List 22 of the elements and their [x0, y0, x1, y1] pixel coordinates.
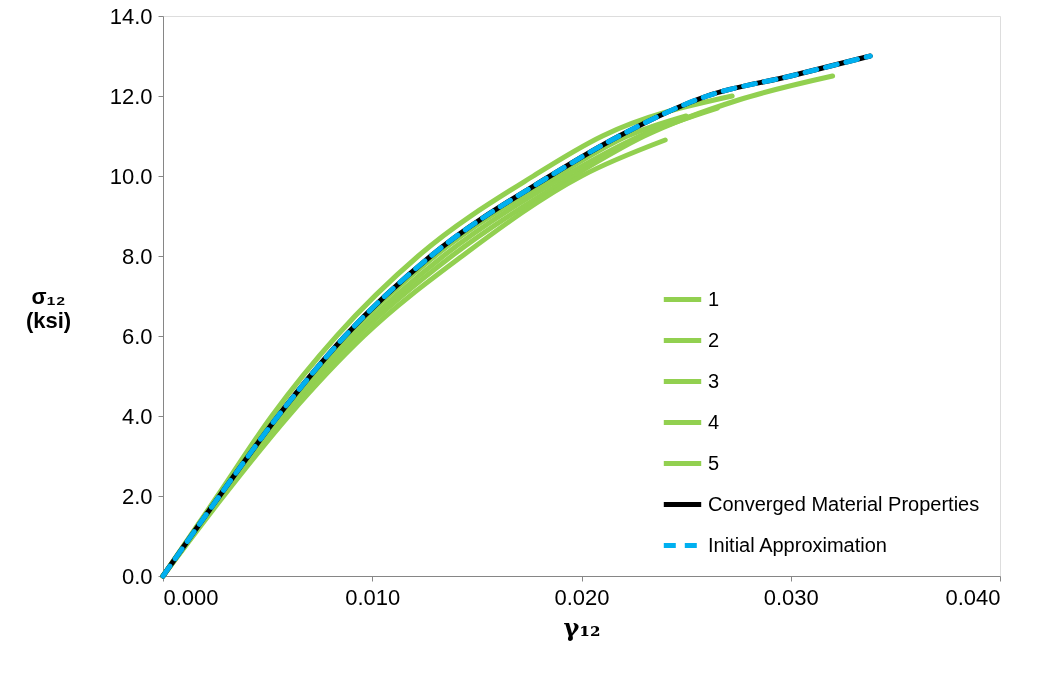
legend-label: 1 [708, 287, 720, 310]
legend-label: Converged Material Properties [708, 492, 980, 515]
legend-label: 5 [708, 451, 720, 474]
legend-label: Initial Approximation [708, 533, 887, 556]
y-axis-title: σ₁₂ (ksi) [25, 283, 72, 333]
y-tick-label: 10.0 [109, 163, 153, 189]
y-tick-label: 2.0 [121, 483, 153, 509]
x-tick-label: 0.030 [763, 584, 819, 610]
y-tick-label: 4.0 [121, 403, 153, 429]
y-tick-label: 6.0 [121, 323, 153, 349]
legend-label: 3 [708, 369, 720, 392]
legend-label: 2 [708, 328, 720, 351]
legend-label: 4 [708, 410, 720, 433]
x-tick-label: 0.000 [163, 584, 219, 610]
x-tick-label: 0.020 [554, 584, 610, 610]
y-tick-label: 0.0 [121, 563, 153, 589]
x-axis-title: γ₁₂ [563, 612, 601, 642]
x-tick-label: 0.010 [345, 584, 401, 610]
y-tick-label: 14.0 [109, 3, 153, 29]
y-tick-label: 12.0 [109, 83, 153, 109]
x-tick-label: 0.040 [945, 584, 1001, 610]
y-tick-label: 8.0 [121, 243, 153, 269]
